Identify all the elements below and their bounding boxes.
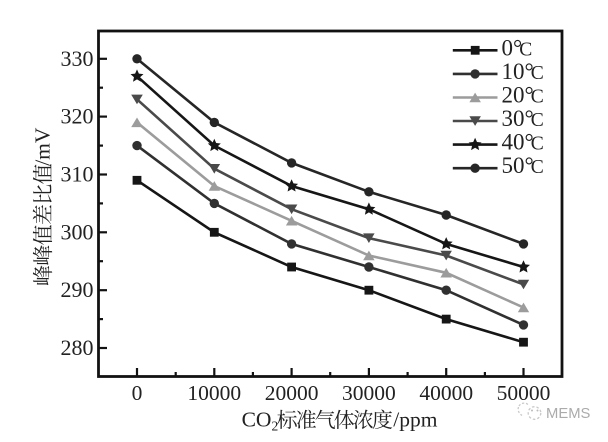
svg-text:20000: 20000 bbox=[265, 381, 319, 405]
svg-text:0: 0 bbox=[132, 381, 143, 405]
svg-text:10°C: 10°C bbox=[502, 59, 544, 84]
svg-text:50°C: 50°C bbox=[502, 153, 544, 178]
svg-text:0°C: 0°C bbox=[502, 35, 533, 60]
svg-text:10000: 10000 bbox=[187, 381, 241, 405]
svg-text:30000: 30000 bbox=[342, 381, 396, 405]
svg-text:40000: 40000 bbox=[419, 381, 473, 405]
svg-text:MEMS: MEMS bbox=[546, 406, 591, 422]
svg-text:/mV: /mV bbox=[30, 127, 54, 166]
svg-text:/ppm: /ppm bbox=[393, 408, 437, 432]
svg-text:30°C: 30°C bbox=[502, 106, 544, 131]
svg-text:310: 310 bbox=[61, 162, 94, 187]
svg-text:280: 280 bbox=[61, 335, 94, 360]
svg-text:320: 320 bbox=[61, 104, 94, 129]
svg-text:50000: 50000 bbox=[497, 381, 551, 405]
svg-text:40°C: 40°C bbox=[502, 130, 544, 155]
svg-text:290: 290 bbox=[61, 277, 94, 302]
svg-text:300: 300 bbox=[61, 219, 94, 244]
svg-text:20°C: 20°C bbox=[502, 83, 544, 108]
svg-text:330: 330 bbox=[61, 46, 94, 71]
